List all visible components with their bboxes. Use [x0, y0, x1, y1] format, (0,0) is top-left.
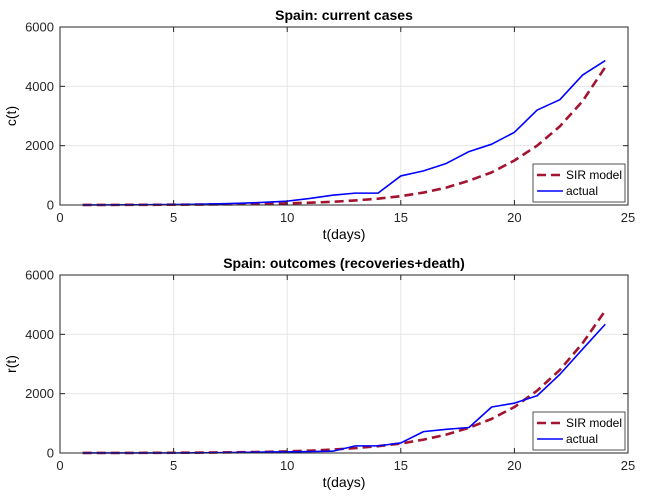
y-tick-label: 2000 — [25, 386, 54, 401]
x-axis-label: t(days) — [323, 226, 366, 242]
x-tick-label: 25 — [621, 458, 635, 473]
chart-title: Spain: outcomes (recoveries+death) — [223, 255, 465, 271]
chart-1: 0 5 10 15 20 25 0 2000 4000 6000 Spain: current ca… — [3, 7, 635, 242]
y-axis-label: c(t) — [3, 106, 19, 126]
y-tick-label: 6000 — [25, 20, 54, 35]
legend: SIR model actual — [532, 163, 626, 203]
legend: SIR model actual — [532, 411, 626, 451]
y-tick-label: 6000 — [25, 268, 54, 283]
y-tick-label: 0 — [47, 446, 54, 461]
legend-label: actual — [566, 432, 598, 446]
axes-frame — [59, 274, 629, 454]
legend-label: SIR model — [566, 416, 622, 430]
x-axis-label: t(days) — [323, 474, 366, 490]
legend-label: SIR model — [566, 168, 622, 182]
x-tick-label: 20 — [507, 458, 521, 473]
y-tick-label: 0 — [47, 198, 54, 213]
legend-label: actual — [566, 184, 598, 198]
x-tick-label: 0 — [56, 210, 63, 225]
legend-box — [532, 163, 626, 203]
x-tick-label: 10 — [280, 458, 294, 473]
y-axis-label: r(t) — [3, 355, 19, 373]
x-tick-label: 10 — [280, 210, 294, 225]
y-tick-label: 4000 — [25, 79, 54, 94]
x-tick-label: 25 — [621, 210, 635, 225]
y-tick-label: 2000 — [25, 138, 54, 153]
x-tick-label: 5 — [170, 458, 177, 473]
legend-box — [532, 411, 626, 451]
y-tick-label: 4000 — [25, 327, 54, 342]
x-tick-label: 0 — [56, 458, 63, 473]
chart-2: 0 5 10 15 20 25 0 2000 4000 6000 Spain: outcomes (… — [3, 255, 635, 490]
chart-title: Spain: current cases — [275, 7, 413, 23]
x-tick-label: 20 — [507, 210, 521, 225]
x-tick-label: 15 — [394, 210, 408, 225]
x-tick-label: 15 — [394, 458, 408, 473]
axes-frame — [59, 26, 629, 206]
x-tick-label: 5 — [170, 210, 177, 225]
